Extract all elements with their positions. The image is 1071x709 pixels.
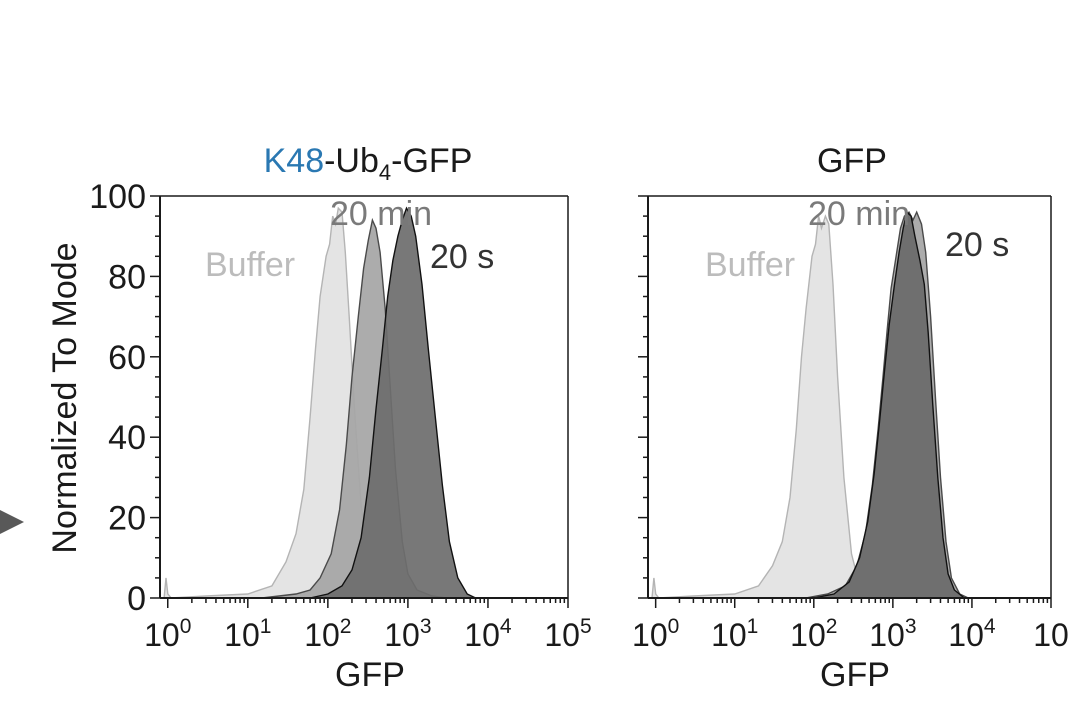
y-tick-label: 80 xyxy=(108,258,146,296)
chart-title: GFP xyxy=(817,142,887,180)
histogram-20-s xyxy=(309,206,476,599)
series-label: 20 min xyxy=(808,195,910,233)
y-tick-label: 100 xyxy=(89,178,146,216)
chart-title-main: GFP xyxy=(817,142,887,180)
x-tick-exponent: 3 xyxy=(905,615,917,638)
x-tick-exponent: 4 xyxy=(500,615,512,638)
chart-title-suffix: -GFP xyxy=(391,142,472,180)
x-tick-label: 100 xyxy=(632,615,679,653)
x-tick-exponent: 2 xyxy=(826,615,838,638)
histogram-buffer xyxy=(651,214,881,599)
x-tick-label: 100 xyxy=(144,615,191,653)
series-label: 20 s xyxy=(945,226,1009,264)
arrow-icon xyxy=(0,510,24,534)
y-tick-label: 40 xyxy=(108,419,146,457)
x-tick-label: 101 xyxy=(711,615,758,653)
x-tick-exponent: 0 xyxy=(180,615,192,638)
x-tick-base: 10 xyxy=(632,617,668,653)
x-tick-label: 102 xyxy=(790,615,837,653)
x-tick-label: 105 xyxy=(544,615,591,653)
x-tick-label: 101 xyxy=(224,615,271,653)
x-tick-base: 10 xyxy=(384,617,420,653)
x-tick-base: 10 xyxy=(1033,617,1069,653)
x-tick-label: 103 xyxy=(869,615,916,653)
series-label: 20 min xyxy=(330,195,432,233)
x-tick-base: 10 xyxy=(144,617,180,653)
x-tick-exponent: 1 xyxy=(747,615,759,638)
y-axis-label: Normalized To Mode xyxy=(46,242,84,553)
x-tick-base: 10 xyxy=(711,617,747,653)
x-tick-base: 10 xyxy=(544,617,580,653)
y-tick-label: 20 xyxy=(108,500,146,538)
series-label: Buffer xyxy=(705,246,795,284)
x-tick-label: 104 xyxy=(948,615,996,653)
chart-title-main: -Ub xyxy=(324,142,379,180)
x-axis-label: GFP xyxy=(820,656,890,694)
x-tick-exponent: 1 xyxy=(260,615,272,638)
y-tick-label: 0 xyxy=(127,580,146,618)
x-tick-base: 10 xyxy=(464,617,500,653)
x-tick-label: 102 xyxy=(304,615,351,653)
y-tick-label: 60 xyxy=(108,339,146,377)
x-tick-exponent: 4 xyxy=(984,615,996,638)
histogram-20-s xyxy=(813,210,967,599)
chart-title: K48-Ub4-GFP xyxy=(264,142,473,185)
x-tick-exponent: 0 xyxy=(668,615,680,638)
x-axis-label: GFP xyxy=(335,656,405,694)
x-tick-exponent: 3 xyxy=(420,615,432,638)
x-tick-label: 104 xyxy=(464,615,512,653)
x-tick-exponent: 5 xyxy=(580,615,592,638)
chart-title-prefix: K48 xyxy=(264,142,325,180)
chart-title-subscript: 4 xyxy=(379,160,391,185)
x-tick-label: 10 xyxy=(1033,617,1069,653)
x-tick-base: 10 xyxy=(304,617,340,653)
series-label: 20 s xyxy=(430,238,494,276)
series-label: Buffer xyxy=(205,246,295,284)
x-tick-base: 10 xyxy=(948,617,984,653)
x-tick-base: 10 xyxy=(224,617,260,653)
x-tick-base: 10 xyxy=(790,617,826,653)
x-tick-base: 10 xyxy=(869,617,905,653)
x-tick-exponent: 2 xyxy=(340,615,352,638)
x-tick-label: 103 xyxy=(384,615,431,653)
